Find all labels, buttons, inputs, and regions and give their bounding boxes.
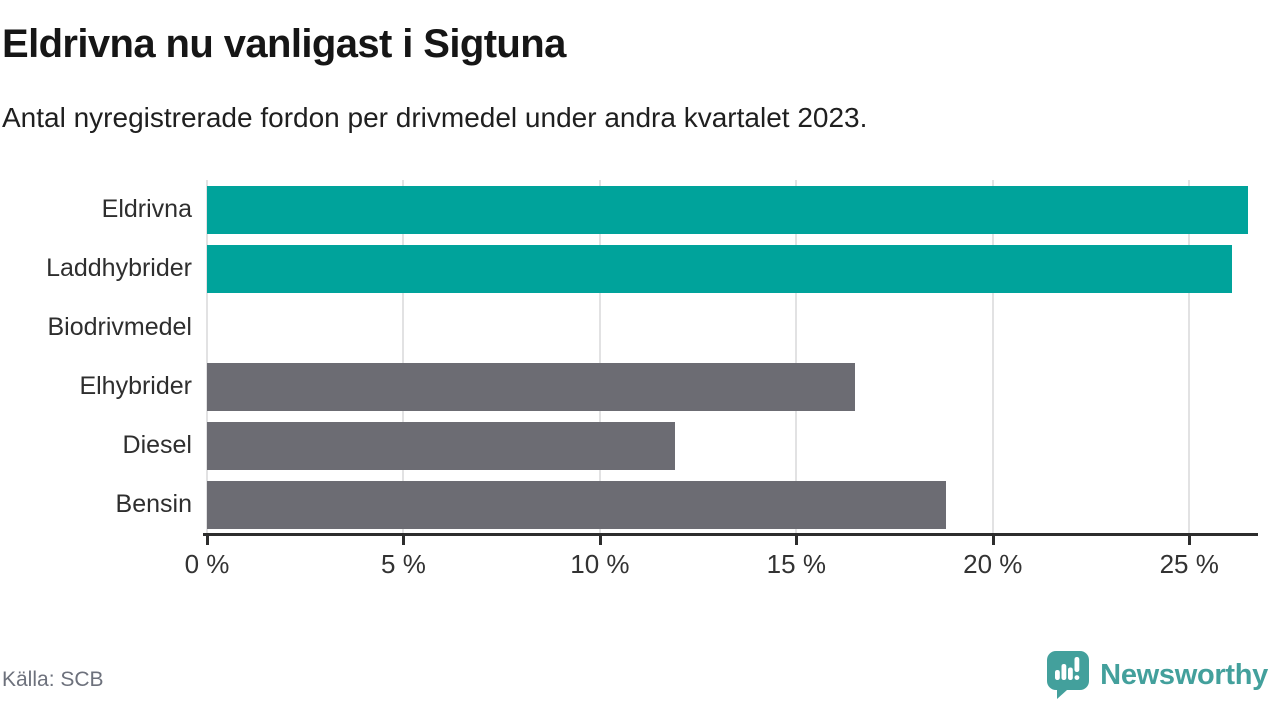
- chart-title: Eldrivna nu vanligast i Sigtuna: [2, 22, 566, 66]
- bar-eldrivna: [207, 185, 1249, 234]
- gridline: [1188, 180, 1191, 534]
- x-axis-line: [203, 533, 1258, 536]
- x-axis-tick: [206, 536, 209, 545]
- chart-subtitle: Antal nyregistrerade fordon per drivmede…: [2, 102, 868, 133]
- gridline: [991, 180, 994, 534]
- gridline: [795, 180, 798, 534]
- x-axis-tick: [991, 536, 995, 545]
- gridline: [206, 180, 208, 534]
- bar-bensin: [207, 480, 946, 529]
- y-axis-labels: Eldrivna Laddhybrider Biodrivmedel Elhybrid…: [0, 180, 192, 534]
- x-axis-tick: [402, 536, 406, 545]
- bar-chart-speech-bubble-icon: [1045, 650, 1091, 700]
- category-label: Diesel: [122, 431, 192, 459]
- x-axis-tick-label: 15 %: [766, 549, 826, 579]
- plot-area: [206, 180, 1256, 534]
- category-label: Bensin: [115, 490, 192, 518]
- x-axis-tick-label: 5 %: [381, 549, 426, 579]
- category-label: Elhybrider: [79, 372, 192, 400]
- bar-laddhybrider: [207, 244, 1233, 293]
- bar-elhybrider: [207, 362, 856, 411]
- gridline: [402, 180, 405, 534]
- x-axis-tick-label: 10 %: [570, 549, 630, 579]
- brand-name: Newsworthy: [1100, 658, 1268, 691]
- x-axis-tick: [598, 536, 602, 545]
- source-note: Källa: SCB: [2, 668, 104, 691]
- category-label: Laddhybrider: [46, 254, 192, 282]
- x-axis-tick-label: 20 %: [963, 549, 1023, 579]
- x-axis-tick: [1188, 536, 1192, 545]
- x-axis-tick-label: 25 %: [1159, 549, 1219, 579]
- category-label: Eldrivna: [101, 195, 192, 223]
- gridline: [598, 180, 601, 534]
- x-axis-tick: [795, 536, 799, 545]
- bar-diesel: [207, 421, 675, 470]
- x-axis-tick-label: 0 %: [184, 549, 230, 579]
- brand-link[interactable]: Newsworthy: [1045, 650, 1268, 700]
- category-label: Biodrivmedel: [47, 313, 192, 341]
